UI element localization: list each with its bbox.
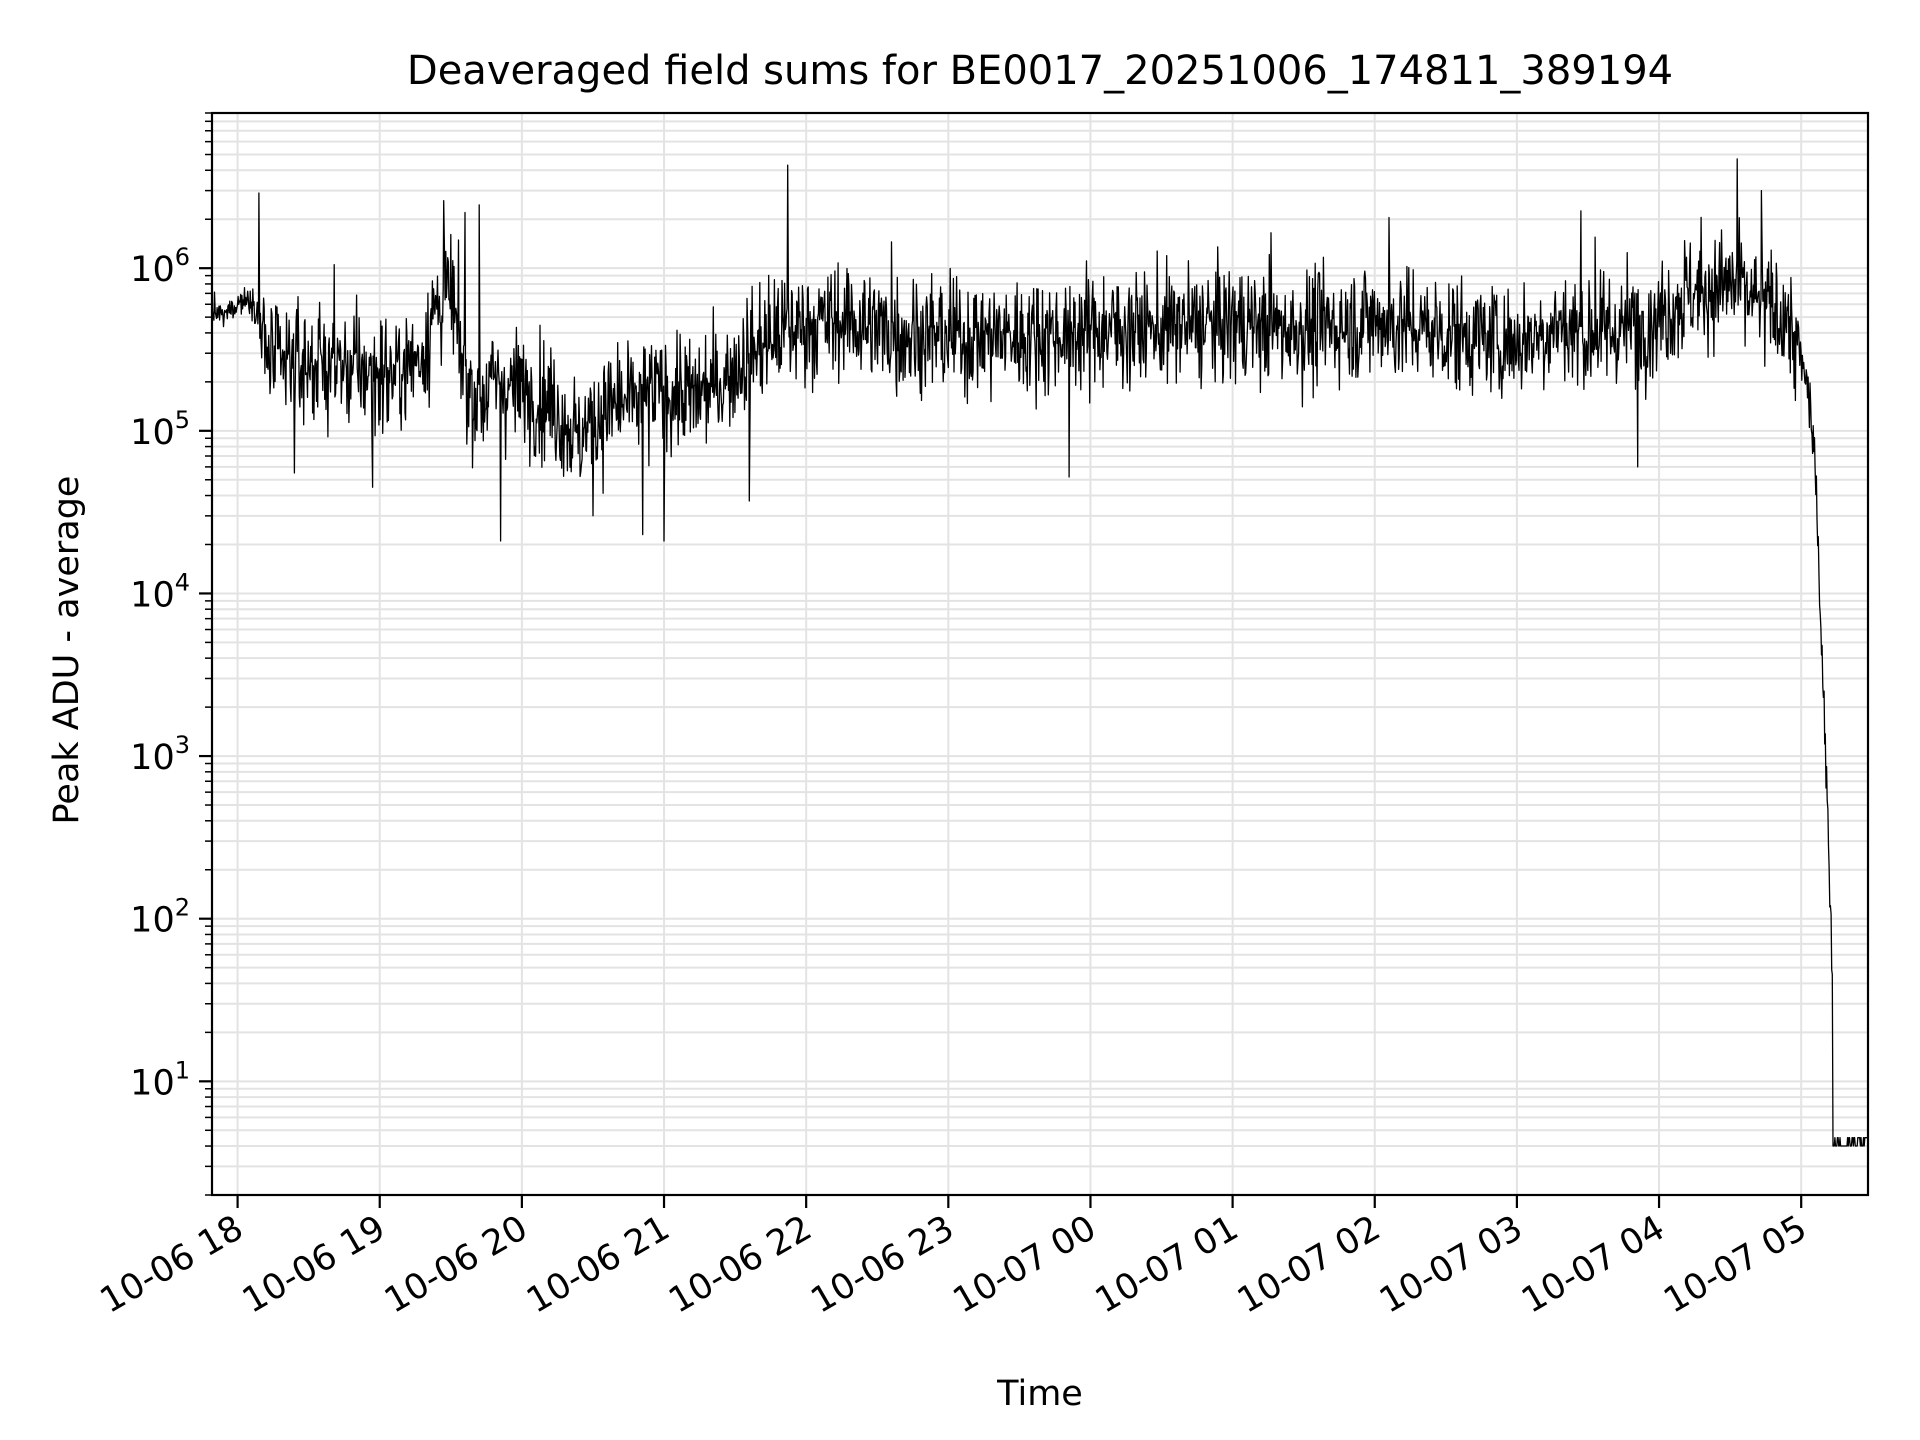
y-tick-base: 10 bbox=[130, 901, 175, 941]
y-tick-label: 101 bbox=[130, 1056, 190, 1103]
y-tick-base: 10 bbox=[130, 738, 175, 778]
y-tick-exponent: 1 bbox=[175, 1056, 190, 1084]
y-tick-label: 103 bbox=[130, 731, 190, 778]
y-tick-label: 105 bbox=[130, 406, 190, 453]
data-series bbox=[212, 158, 1868, 1147]
y-tick-label: 104 bbox=[130, 568, 190, 615]
y-tick-base: 10 bbox=[130, 413, 175, 453]
plot-frame bbox=[210, 111, 1870, 1197]
y-tick-base: 10 bbox=[130, 1063, 175, 1103]
y-tick-exponent: 3 bbox=[175, 731, 190, 759]
chart-title: Deaveraged field sums for BE0017_2025100… bbox=[407, 48, 1673, 94]
y-tick-label: 102 bbox=[130, 894, 190, 941]
y-tick-base: 10 bbox=[130, 250, 175, 290]
y-tick-base: 10 bbox=[130, 575, 175, 615]
series-line bbox=[212, 158, 1868, 1147]
x-axis-label: Time bbox=[996, 1374, 1083, 1414]
y-tick-exponent: 2 bbox=[175, 894, 190, 922]
y-tick-exponent: 6 bbox=[175, 243, 190, 271]
y-tick-label: 106 bbox=[130, 243, 190, 290]
y-axis-label: Peak ADU - average bbox=[47, 476, 87, 825]
y-tick-exponent: 5 bbox=[175, 406, 190, 434]
y-tick-exponent: 4 bbox=[175, 568, 190, 596]
